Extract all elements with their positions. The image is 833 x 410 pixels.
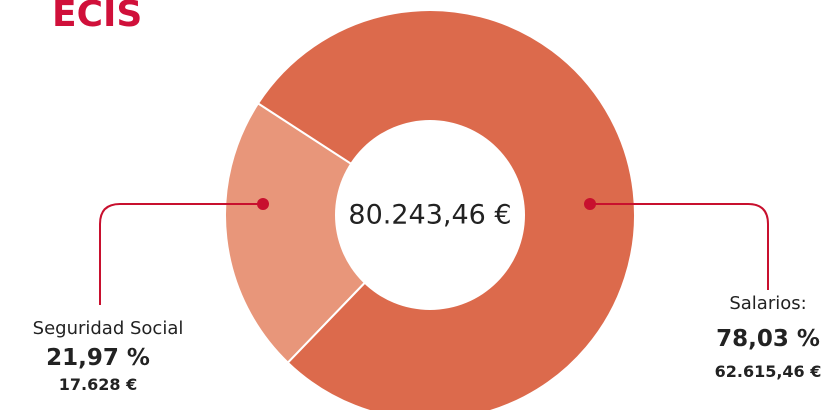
leader-line bbox=[99, 203, 263, 305]
chart-title: ECIS bbox=[52, 0, 142, 35]
category-label: Seguridad Social bbox=[33, 318, 184, 339]
percent-label: 78,03 % bbox=[716, 326, 820, 352]
total-label: 80.243,46 € bbox=[348, 200, 511, 231]
category-label: Salarios: bbox=[729, 293, 806, 314]
amount-label: 62.615,46 € bbox=[715, 362, 822, 381]
leader-line bbox=[590, 203, 769, 290]
percent-label: 21,97 % bbox=[46, 345, 150, 371]
amount-label: 17.628 € bbox=[59, 375, 137, 394]
wedge bbox=[224, 101, 432, 365]
donut-hole bbox=[335, 120, 525, 310]
leader-dot bbox=[584, 198, 596, 210]
leader-dot bbox=[257, 198, 269, 210]
